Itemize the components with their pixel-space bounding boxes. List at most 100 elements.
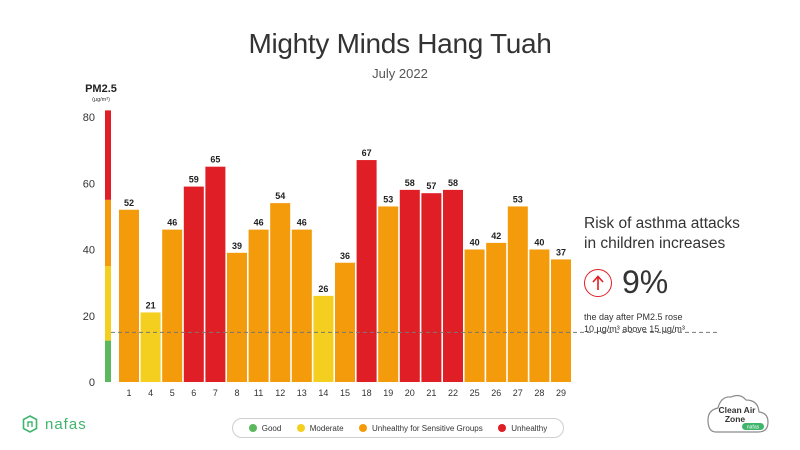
- aqi-band-0: [105, 340, 111, 382]
- legend: Good Moderate Unhealthy for Sensitive Gr…: [232, 418, 564, 438]
- bar: [248, 229, 269, 382]
- bar: [227, 252, 247, 382]
- bar-value-label: 21: [146, 300, 156, 310]
- bar-value-label: 37: [556, 247, 566, 257]
- bar-value-label: 39: [232, 241, 242, 251]
- bar-value-label: 67: [362, 148, 372, 158]
- bar: [507, 206, 528, 382]
- bar: [378, 206, 399, 382]
- bar-value-label: 42: [491, 231, 501, 241]
- bar-value-label: 52: [124, 198, 134, 208]
- bar-value-label: 46: [254, 218, 264, 228]
- y-axis-ticks: 0 20 40 60 80: [83, 112, 95, 389]
- x-tick-label: 19: [383, 388, 393, 398]
- bar: [335, 262, 355, 382]
- x-tick-label: 13: [297, 388, 307, 398]
- bar-value-label: 58: [405, 178, 415, 188]
- y-tick-label: 40: [83, 245, 95, 257]
- y-tick-label: 0: [89, 377, 95, 389]
- chart-subtitle: July 2022: [372, 66, 428, 81]
- legend-dot-good: [248, 424, 257, 432]
- bar: [486, 242, 507, 382]
- x-tick-label: 28: [534, 388, 544, 398]
- legend-item-good: Good: [248, 423, 282, 433]
- callout-value: 9%: [622, 264, 669, 300]
- bar-value-label: 57: [426, 181, 436, 191]
- nafas-badge: [742, 423, 764, 430]
- x-tick-label: 18: [362, 388, 372, 398]
- bar: [270, 203, 291, 382]
- aqi-color-bands: [105, 110, 111, 382]
- x-axis-labels: 1 4 5 6 7 8 11 12 13 14 15 18 19 20 21 22 25 26 27 28 29: [126, 388, 566, 398]
- bar-value-label: 53: [383, 194, 393, 204]
- aqi-band-1: [105, 266, 111, 341]
- x-tick-label: 8: [234, 388, 239, 398]
- y-tick-label: 20: [83, 311, 95, 323]
- bar-value-label: 40: [534, 238, 544, 248]
- aqi-band-2: [105, 199, 111, 267]
- bar-value-label: 40: [470, 238, 480, 248]
- nafas-logo-icon: [22, 415, 38, 433]
- x-tick-label: 21: [426, 388, 436, 398]
- x-tick-label: 15: [340, 388, 350, 398]
- nafas-badge-text: nafas: [747, 425, 760, 431]
- x-tick-label: 5: [170, 388, 175, 398]
- legend-item-unhealthy: Unhealthy: [498, 424, 547, 433]
- callout-note: the day after PM2.5 rose 10 µg/m³ above …: [584, 311, 794, 335]
- legend-label-moderate: Moderate: [309, 423, 344, 433]
- callout-note-line1: the day after PM2.5 rose: [584, 312, 683, 322]
- bar: [291, 229, 312, 382]
- bar: [421, 193, 442, 382]
- y-tick-label: 80: [83, 112, 95, 124]
- bar: [162, 229, 183, 382]
- bar-value-label: 54: [275, 191, 285, 201]
- x-tick-label: 1: [126, 388, 131, 398]
- legend-label-usg: Unhealthy for Sensitive Groups: [372, 423, 483, 433]
- risk-callout: Risk of asthma attacks in children incre…: [584, 214, 794, 335]
- x-tick-label: 29: [556, 388, 566, 398]
- clean-air-zone-line2: Zone: [725, 414, 746, 424]
- legend-label-good: Good: [261, 423, 282, 433]
- nafas-logo: nafas: [20, 414, 87, 434]
- bar-value-label: 46: [167, 218, 177, 228]
- callout-headline-line1: Risk of asthma attacks: [584, 215, 740, 232]
- nafas-logo-text: nafas: [45, 415, 87, 433]
- y-tick-label: 60: [83, 178, 95, 190]
- y-axis-unit: (µg/m³): [92, 97, 110, 103]
- arrow-up-icon: [584, 268, 612, 297]
- legend-dot-usg: [359, 424, 367, 432]
- bar-value-label: 59: [189, 175, 199, 185]
- bar: [313, 295, 334, 382]
- bar-value-label: 36: [340, 251, 350, 261]
- x-tick-label: 6: [191, 388, 196, 398]
- legend-item-usg: Unhealthy for Sensitive Groups: [359, 424, 483, 433]
- x-tick-label: 25: [470, 388, 480, 398]
- bar: [529, 249, 550, 382]
- aqi-band-3: [105, 110, 111, 200]
- bar: [205, 166, 226, 382]
- bar-value-label: 65: [210, 155, 220, 165]
- bar: [464, 249, 485, 382]
- bar-value-label: 53: [513, 194, 523, 204]
- x-tick-label: 22: [448, 388, 458, 398]
- callout-note-line2: 10 µg/m³ above 15 µg/m³: [584, 324, 685, 334]
- clean-air-zone-logo: Clean Air Zone nafas: [707, 394, 769, 433]
- bar: [356, 160, 377, 382]
- bar-value-label: 46: [297, 218, 307, 228]
- callout-stat: 9%: [584, 264, 794, 301]
- bar: [551, 259, 571, 382]
- x-tick-label: 11: [254, 388, 263, 398]
- legend-item-moderate: Moderate: [296, 423, 344, 433]
- x-tick-label: 27: [513, 388, 523, 398]
- callout-headline: Risk of asthma attacks in children incre…: [584, 214, 794, 254]
- x-tick-label: 26: [491, 388, 501, 398]
- legend-label-unhealthy: Unhealthy: [511, 423, 548, 433]
- bar: [119, 209, 139, 382]
- x-tick-label: 14: [318, 388, 328, 398]
- bar: [443, 189, 463, 382]
- x-tick-label: 7: [213, 388, 218, 398]
- x-tick-label: 4: [148, 388, 153, 398]
- x-tick-label: 20: [405, 388, 415, 398]
- clean-air-zone-line1: Clean Air: [718, 405, 756, 415]
